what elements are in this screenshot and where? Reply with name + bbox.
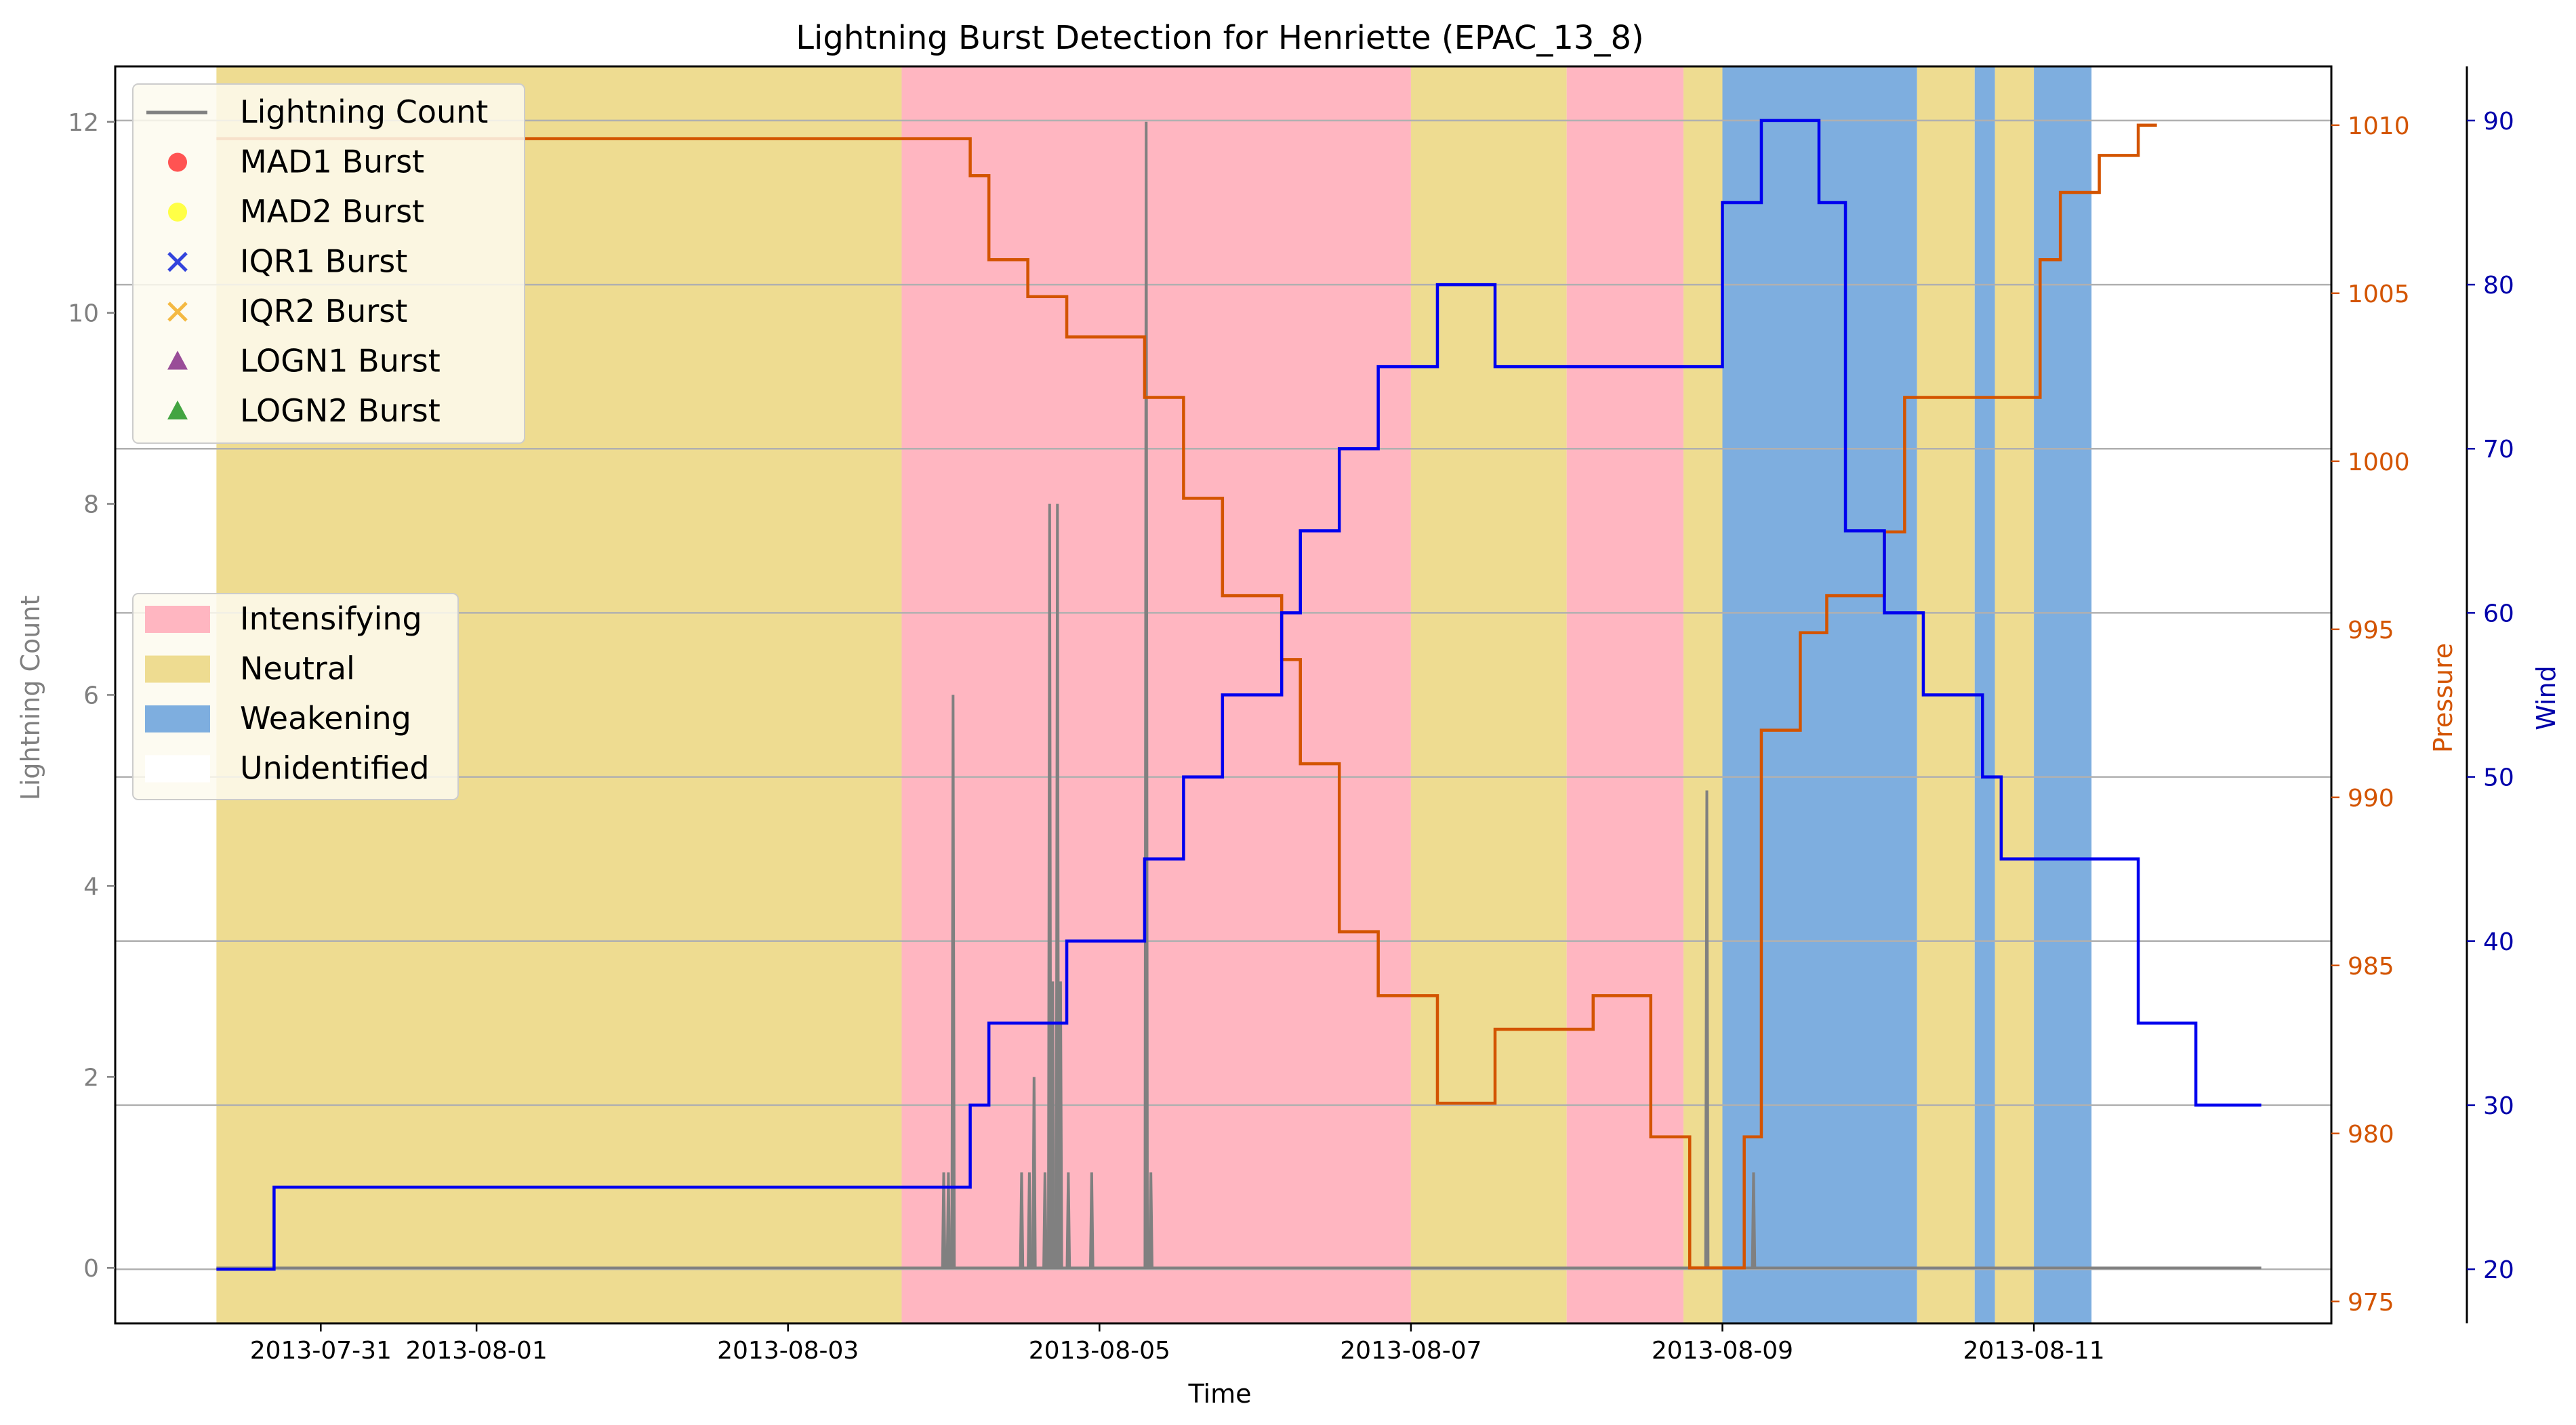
wind-line	[216, 119, 2262, 1271]
y-tick-label-left: 10	[68, 300, 99, 328]
legend-marker-label: IQR1 Burst	[240, 243, 407, 280]
legend-markers-box	[132, 83, 525, 444]
wind-series	[216, 119, 2262, 1271]
legend-marker-label: MAD1 Burst	[240, 144, 424, 180]
legend-x-marker	[167, 251, 188, 272]
x-axis-label: Time	[1188, 1379, 1252, 1409]
axes: 2013-07-31 2013-08-01 2013-08-03 2013-08-05…	[68, 65, 2514, 1365]
lightning-spike	[1065, 1172, 1071, 1268]
legend-phase-label: Intensifying	[240, 600, 422, 637]
y-tick-label-left: 12	[68, 109, 99, 137]
lightning-spike	[1031, 1077, 1037, 1268]
x-tick-label: 2013-08-09	[1652, 1337, 1793, 1365]
phase-band-intensifying	[1566, 66, 1684, 1323]
legend-triangle-marker	[167, 400, 188, 419]
y-tick-label-wind: 60	[2483, 600, 2514, 627]
legend-phase-label: Neutral	[240, 650, 355, 687]
lightning-spike	[1058, 981, 1063, 1268]
y-tick-label-pressure: 980	[2348, 1121, 2394, 1149]
lightning-spike	[950, 695, 956, 1268]
x-tick-label: 2013-08-11	[1963, 1337, 2104, 1365]
y-tick-label-wind: 90	[2483, 108, 2514, 136]
legend-marker-label: Lightning Count	[240, 94, 488, 130]
x-tick-label: 2013-07-31	[250, 1337, 392, 1365]
legend-circle-marker	[168, 152, 187, 172]
y-tick-label-pressure: 975	[2348, 1289, 2394, 1317]
x-tick-label: 2013-08-05	[1029, 1337, 1170, 1365]
y-tick-label-pressure: 995	[2348, 617, 2394, 644]
legend-marker-label: MAD2 Burst	[240, 193, 424, 230]
legends: Lightning Count MAD1 Burst MAD2 Burst IQR1 …	[132, 83, 525, 800]
y-tick-label-wind: 30	[2483, 1092, 2514, 1120]
phase-band-weakening	[2034, 66, 2092, 1323]
legend-marker-label: IQR2 Burst	[240, 293, 407, 329]
phase-band-neutral	[1683, 66, 1723, 1323]
legend-circle-marker	[168, 203, 187, 222]
y-tick-label-left: 0	[83, 1255, 99, 1283]
legend-phase-swatch	[145, 655, 210, 683]
y-tick-label-left: 2	[83, 1064, 99, 1092]
y-tick-label-left: 8	[83, 491, 99, 519]
lightning-spike	[1143, 121, 1149, 1268]
phase-band-neutral	[1410, 66, 1567, 1323]
y-axis-label-lightning: Lightning Count	[16, 596, 45, 801]
lightning-spike	[945, 1172, 952, 1268]
pressure-line	[216, 123, 2157, 1270]
pressure-series	[216, 123, 2157, 1270]
lightning-spike	[1027, 1172, 1032, 1268]
y-tick-label-left: 4	[83, 873, 99, 901]
legend-x-marker	[167, 302, 188, 322]
legend-triangle-marker	[167, 350, 188, 370]
legend-phase-swatch	[145, 755, 210, 783]
legend-phase-swatch	[145, 705, 210, 732]
lightning-spike	[1046, 503, 1052, 1268]
lightning-spike	[1148, 1172, 1153, 1268]
y-tick-label-left: 6	[83, 682, 99, 710]
chart-title: Lightning Burst Detection for Henriette …	[796, 19, 1643, 57]
x-tick-label: 2013-08-07	[1340, 1337, 1481, 1365]
lightning-spike	[1088, 1172, 1095, 1268]
legend-phases-box	[132, 593, 459, 800]
lightning-series	[216, 121, 2262, 1270]
y-tick-label-pressure: 1000	[2348, 449, 2410, 476]
legend-marker-label: LOGN1 Burst	[240, 343, 441, 379]
y-tick-label-wind: 40	[2483, 928, 2514, 956]
lightning-spike	[1751, 1172, 1757, 1268]
y-tick-label-wind: 70	[2483, 436, 2514, 463]
lightning-spike	[941, 1172, 947, 1268]
phase-band-neutral	[1995, 66, 2035, 1323]
x-tick-label: 2013-08-01	[406, 1337, 548, 1365]
y-tick-label-wind: 80	[2483, 272, 2514, 300]
lightning-spike	[1019, 1172, 1025, 1268]
legend-phase-swatch	[145, 606, 210, 633]
y-tick-label-pressure: 1010	[2348, 112, 2410, 140]
phase-band-weakening	[1722, 66, 1917, 1323]
phase-bands	[216, 66, 2092, 1323]
legend-phase-label: Unidentified	[240, 750, 430, 787]
legend-phase-label: Weakening	[240, 700, 411, 737]
y-tick-label-pressure: 1005	[2348, 281, 2410, 308]
y-tick-label-pressure: 990	[2348, 785, 2394, 812]
lightning-spike	[1704, 790, 1710, 1268]
y-tick-label-wind: 50	[2483, 764, 2514, 792]
lightning-spike	[1050, 981, 1056, 1268]
y-axis-label-pressure: Pressure	[2428, 643, 2458, 753]
lightning-spike	[1042, 1172, 1048, 1268]
x-tick-label: 2013-08-03	[717, 1337, 859, 1365]
legend-marker-label: LOGN2 Burst	[240, 392, 441, 429]
phase-band-intensifying	[901, 66, 1411, 1323]
y-tick-label-wind: 20	[2483, 1256, 2514, 1284]
lightning-spike	[1055, 503, 1061, 1268]
y-tick-label-pressure: 985	[2348, 953, 2394, 980]
y-axis-label-wind: Wind	[2531, 665, 2561, 730]
